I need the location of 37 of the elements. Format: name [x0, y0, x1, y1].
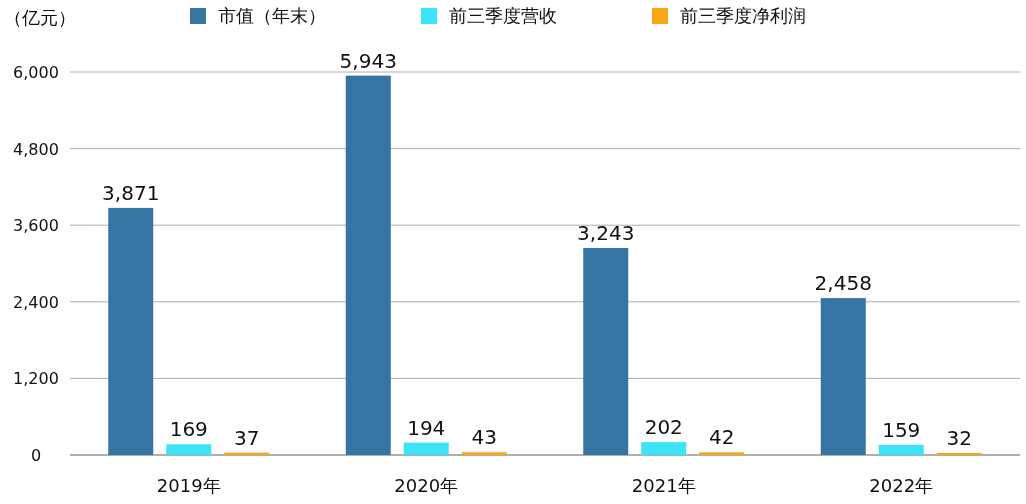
bar — [936, 452, 982, 455]
y-tick-label: 0 — [30, 446, 42, 465]
y-axis-title: （亿元） — [4, 7, 76, 28]
bar — [461, 452, 507, 455]
bar — [345, 75, 391, 455]
bar — [820, 298, 866, 455]
y-tick-label: 1,200 — [13, 369, 59, 389]
x-tick-label: 2019年 — [156, 475, 221, 496]
data-label: 169 — [169, 417, 208, 442]
bar — [641, 442, 687, 455]
data-label: 42 — [709, 425, 735, 450]
legend-label: 市值（年末） — [218, 5, 326, 26]
data-label: 202 — [644, 415, 683, 440]
data-label: 32 — [946, 425, 972, 450]
data-label: 5,943 — [339, 48, 397, 73]
x-tick-label: 2020年 — [394, 475, 459, 496]
x-tick-label: 2021年 — [631, 475, 696, 496]
legend-label: 前三季度净利润 — [680, 5, 806, 26]
bar — [108, 207, 154, 455]
data-label: 3,871 — [102, 180, 160, 205]
data-label: 43 — [471, 425, 497, 450]
bar — [878, 444, 924, 455]
x-tick-label: 2022年 — [869, 475, 934, 496]
y-tick-label: 3,600 — [13, 216, 59, 236]
y-tick-label: 2,400 — [13, 292, 59, 312]
data-label: 159 — [882, 417, 921, 442]
bar — [403, 442, 449, 455]
legend-label: 前三季度营收 — [449, 5, 557, 26]
bar — [583, 247, 629, 455]
y-tick-label: 6,000 — [13, 63, 59, 82]
data-label: 37 — [234, 425, 260, 450]
data-label: 2,458 — [814, 271, 872, 296]
data-label: 3,243 — [577, 220, 635, 245]
y-tick-label: 4,800 — [13, 139, 59, 159]
bar — [699, 452, 745, 455]
data-label: 194 — [407, 415, 446, 440]
bar — [166, 444, 212, 455]
